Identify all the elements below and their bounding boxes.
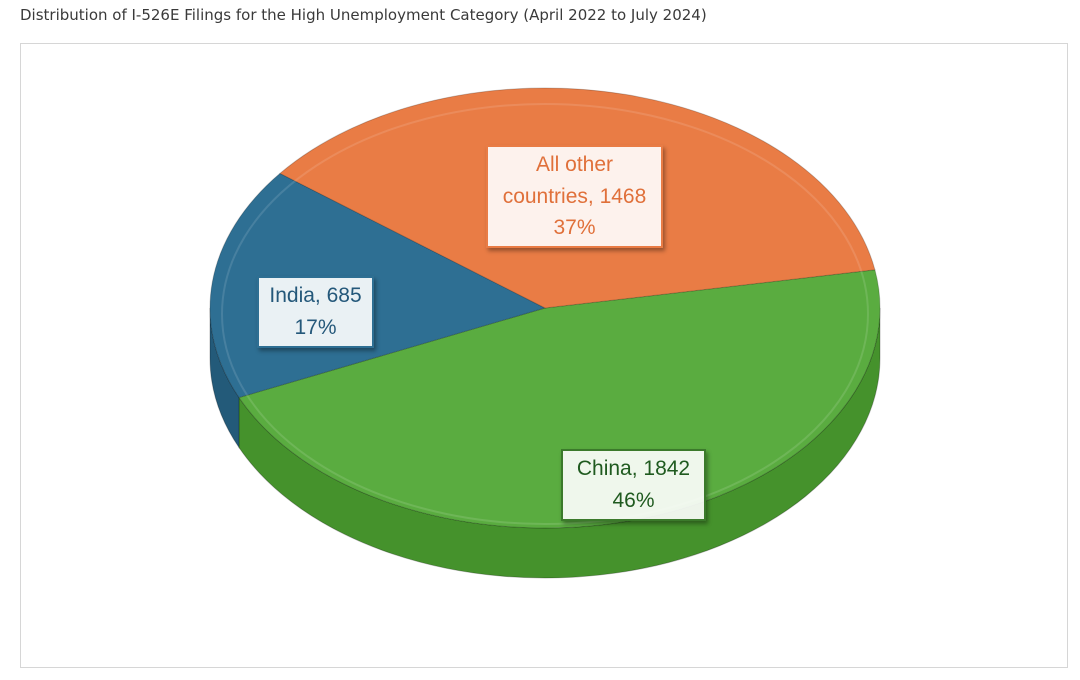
label-india-percent: 17% [294,315,337,339]
label-india: India, 685 17% [257,276,374,348]
label-other: All other countries, 1468 37% [486,145,663,248]
label-china-name: China, 1842 [576,457,691,480]
pie-side-china [238,307,881,579]
chart-title: Distribution of I-526E Filings for the H… [20,6,707,24]
label-china: China, 1842 46% [561,449,706,521]
pie-rim-highlight [221,103,869,525]
label-china-percent: 46% [612,488,655,512]
label-india-name: India, 685 [269,284,362,307]
label-other-line1: All other [535,153,614,176]
label-other-percent: 37% [553,216,596,239]
label-other-line2: countries, 1468 [502,184,647,208]
